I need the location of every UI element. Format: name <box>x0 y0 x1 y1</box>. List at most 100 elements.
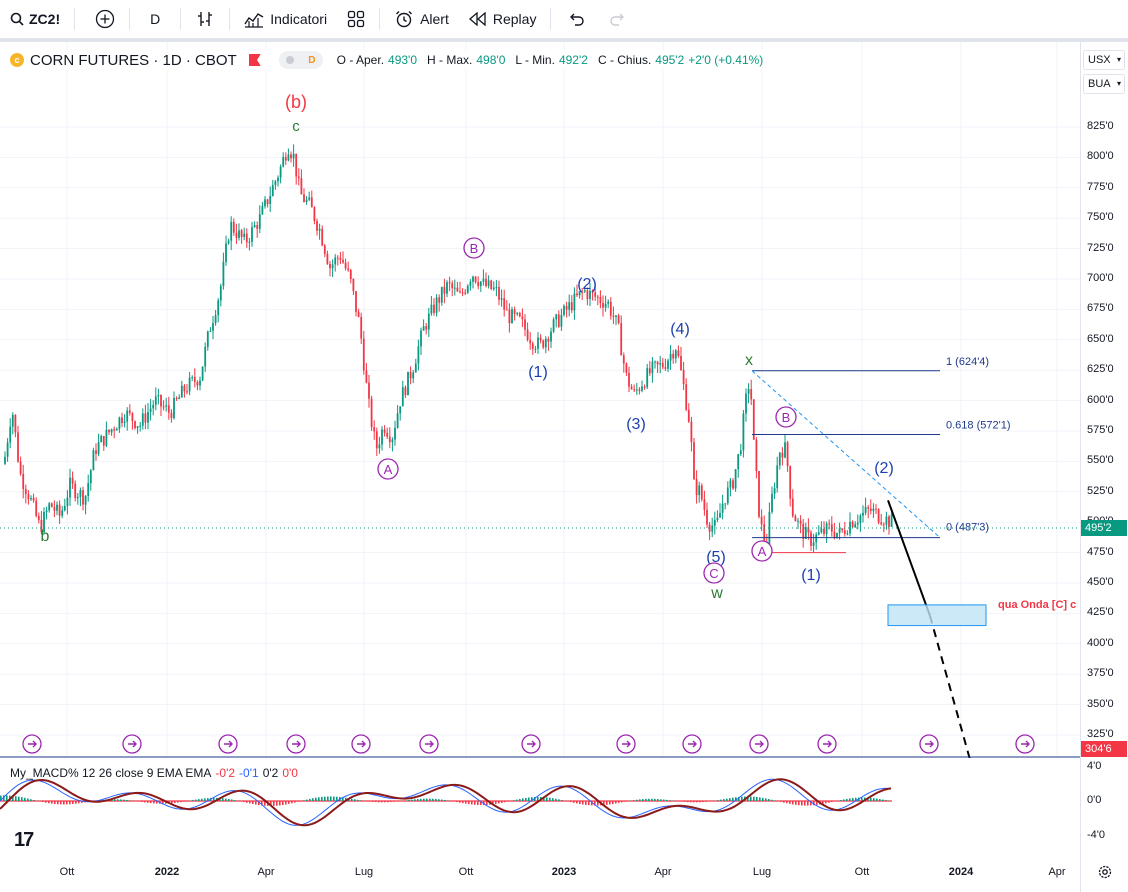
chart-pane[interactable]: 1 (624'4) 0.618 (572'1) 0 (487'3) qua Onda … <box>0 42 1080 892</box>
candle-body <box>776 465 779 489</box>
settings-icon[interactable] <box>1097 864 1113 883</box>
event-arrow-icon[interactable] <box>616 734 636 754</box>
alert-button[interactable]: Alert <box>384 0 459 38</box>
macd-histogram-bar <box>177 801 179 803</box>
event-arrow-icon[interactable] <box>749 734 769 754</box>
wave-circle-C: C <box>709 566 718 581</box>
event-arrow-icon[interactable] <box>22 734 42 754</box>
price-tick: 600'0 <box>1087 393 1114 406</box>
open-value: 493'0 <box>388 53 418 67</box>
event-arrow-icon[interactable] <box>521 734 541 754</box>
candle-body <box>713 519 716 526</box>
interval-button[interactable]: D <box>134 0 176 38</box>
measure-unit-button[interactable]: BUA ▾ <box>1083 74 1125 94</box>
macd-histogram-bar <box>288 801 290 804</box>
candle-body <box>118 417 121 429</box>
event-arrow-icon[interactable] <box>286 734 306 754</box>
macd-histogram-bar <box>789 801 791 804</box>
macd-histogram-bar <box>750 796 752 801</box>
macd-histogram-bar <box>246 801 248 803</box>
macd-histogram-bar <box>585 801 587 805</box>
redo-button[interactable] <box>597 0 639 38</box>
candle-body <box>440 286 443 303</box>
candle-body <box>563 305 565 315</box>
candle-body <box>157 395 160 397</box>
data-status-pill[interactable]: D <box>278 51 323 69</box>
macd-histogram-bar <box>537 796 539 801</box>
legend-title[interactable]: CORN FUTURES · 1D · CBOT <box>30 51 237 69</box>
event-marker-arrow <box>425 740 434 748</box>
candle-body <box>66 497 69 507</box>
replay-button[interactable]: Replay <box>459 0 547 38</box>
candle-body <box>838 528 841 533</box>
event-arrow-icon[interactable] <box>419 734 439 754</box>
macd-histogram-bar <box>258 801 260 806</box>
candle-body <box>823 528 825 534</box>
candle-body <box>695 479 698 496</box>
macd-histogram-bar <box>663 799 665 801</box>
macd-tick: -4'0 <box>1087 829 1105 841</box>
event-arrow-icon[interactable] <box>1015 734 1035 754</box>
candle-body <box>193 376 196 382</box>
candle-body <box>225 243 227 262</box>
event-arrow-icon[interactable] <box>218 734 238 754</box>
candle-body <box>539 337 542 341</box>
macd-histogram-bar <box>384 801 386 803</box>
macd-histogram-bar <box>66 801 68 805</box>
macd-histogram-bar <box>687 801 689 803</box>
indicators-button[interactable]: Indicatori <box>234 0 337 38</box>
wave-circle-B2: B <box>782 410 791 425</box>
wave-label-w: w <box>710 585 723 602</box>
macd-histogram-bar <box>885 800 887 801</box>
candle-body <box>505 309 508 311</box>
candle-body <box>581 291 584 293</box>
macd-histogram-bar <box>6 795 8 801</box>
projection-solid-line[interactable] <box>887 499 931 617</box>
event-marker-arrow <box>688 740 697 748</box>
macd-histogram-bar <box>123 799 125 801</box>
event-arrow-icon[interactable] <box>351 734 371 754</box>
macd-histogram-bar <box>855 797 857 801</box>
chevron-down-icon: ▾ <box>1116 55 1121 64</box>
event-marker-arrow <box>622 740 631 748</box>
projection-dashed-line[interactable] <box>929 615 971 758</box>
macd-legend[interactable]: My_MACD% 12 26 close 9 EMA EMA -0'2 -0'1… <box>10 766 298 780</box>
bar-style-button[interactable] <box>185 0 225 38</box>
macd-histogram-bar <box>720 799 722 801</box>
event-arrow-icon[interactable] <box>919 734 939 754</box>
macd-chart[interactable] <box>0 760 1080 858</box>
macd-histogram-bar <box>48 801 50 804</box>
candle-body <box>685 384 688 410</box>
macd-histogram-bar <box>51 801 53 804</box>
macd-histogram-bar <box>153 801 155 804</box>
symbol-search-button[interactable]: ZC2! <box>0 0 70 38</box>
candle-body <box>357 311 360 318</box>
time-tick: Ott <box>854 866 870 878</box>
high-label: H - Max. <box>427 53 473 67</box>
compare-symbol-button[interactable] <box>85 0 125 38</box>
candle-body <box>849 521 851 534</box>
macd-histogram-bar <box>624 801 626 802</box>
macd-histogram-bar <box>183 801 185 802</box>
candle-body <box>443 286 446 294</box>
tradingview-logo[interactable]: 17 <box>14 829 34 851</box>
close-label: C - Chius. <box>597 53 652 67</box>
price-axis[interactable]: USX ▾ BUA ▾ 825'0 800'0 775'0 750'0 725'0 700… <box>1080 42 1128 892</box>
toolbar-divider <box>379 8 381 30</box>
currency-unit-button[interactable]: USX ▾ <box>1083 50 1125 70</box>
target-zone-box[interactable] <box>887 604 987 627</box>
wave-circle-B2-ring <box>775 406 797 428</box>
candle-body <box>110 429 113 433</box>
layout-button[interactable] <box>337 0 375 38</box>
event-arrow-icon[interactable] <box>817 734 837 754</box>
flag-icon[interactable] <box>248 54 261 66</box>
time-axis[interactable]: Ott 2022 Apr Lug Ott 2023 Apr Lug Ott 20… <box>0 858 1080 892</box>
event-arrow-icon[interactable] <box>682 734 702 754</box>
event-arrow-icon[interactable] <box>122 734 142 754</box>
undo-button[interactable] <box>555 0 597 38</box>
candle-body <box>503 298 506 310</box>
candle-body <box>175 397 178 400</box>
macd-histogram-bar <box>651 798 653 801</box>
price-chart[interactable]: 1 (624'4) 0.618 (572'1) 0 (487'3) qua Onda … <box>0 42 1080 758</box>
candle-body <box>123 421 126 424</box>
